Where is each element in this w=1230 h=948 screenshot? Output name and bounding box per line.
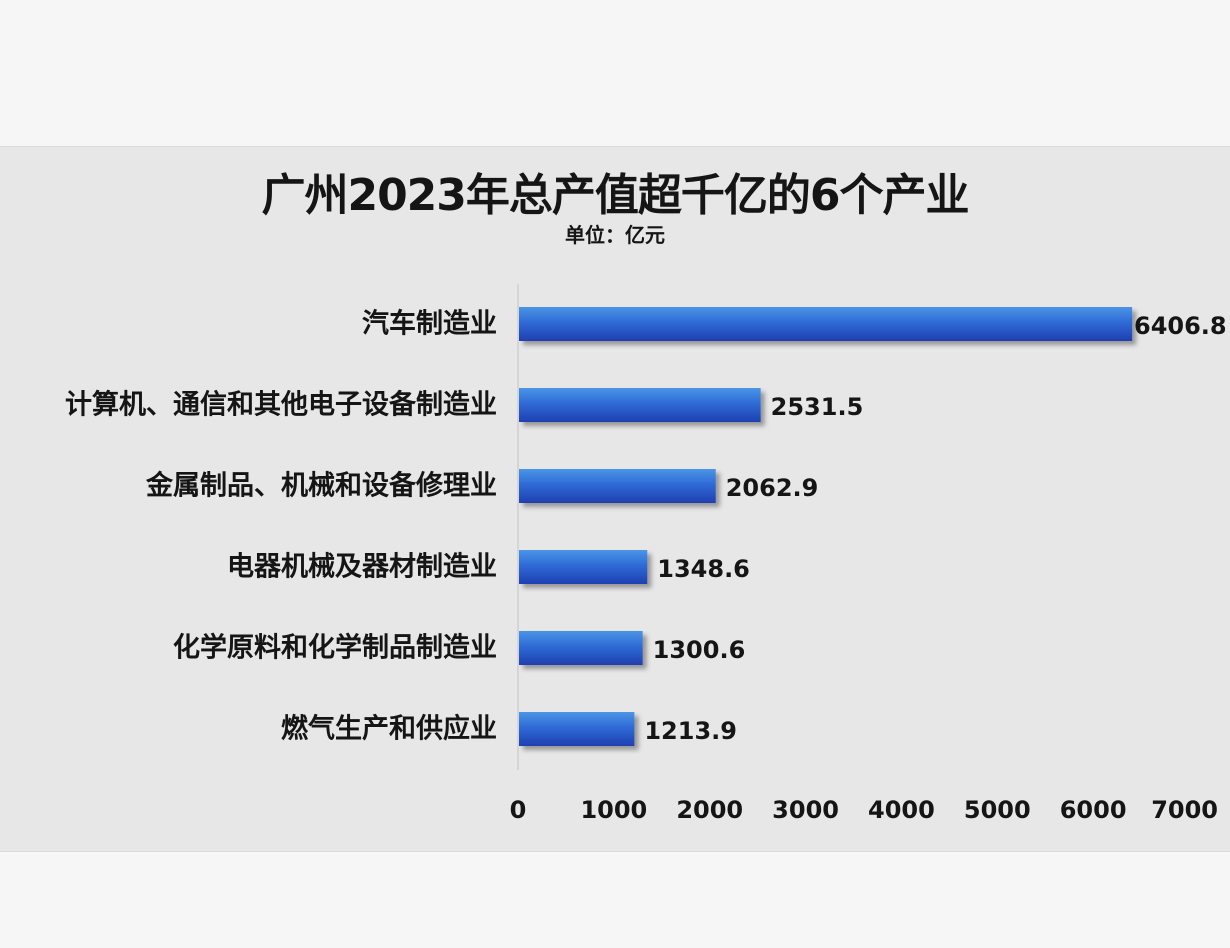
value-label: 1300.6 xyxy=(653,636,746,664)
value-label: 2531.5 xyxy=(771,393,864,421)
category-label: 计算机、通信和其他电子设备制造业 xyxy=(65,389,497,421)
x-tick-label: 0 xyxy=(510,796,527,824)
chart-subtitle: 单位：亿元 xyxy=(565,223,665,247)
chart-title: 广州2023年总产值超千亿的6个产业 xyxy=(261,170,969,221)
x-tick-label: 6000 xyxy=(1060,796,1127,824)
x-tick-label: 5000 xyxy=(964,796,1031,824)
value-label: 1213.9 xyxy=(644,717,737,745)
value-label: 2062.9 xyxy=(726,474,819,502)
category-label: 化学原料和化学制品制造业 xyxy=(173,632,497,664)
bar xyxy=(519,307,1133,341)
x-tick-label: 1000 xyxy=(580,796,647,824)
x-tick-label: 2000 xyxy=(676,796,743,824)
category-label: 汽车制造业 xyxy=(362,308,497,340)
bar xyxy=(519,712,635,746)
x-tick-label: 3000 xyxy=(772,796,839,824)
category-label: 燃气生产和供应业 xyxy=(281,713,497,745)
value-label: 1348.6 xyxy=(657,555,750,583)
value-label: 6406.8 xyxy=(1134,312,1227,340)
bar xyxy=(519,388,761,422)
bar xyxy=(519,631,643,665)
x-tick-label: 7000 xyxy=(1151,796,1218,824)
x-tick-label: 4000 xyxy=(868,796,935,824)
category-label: 金属制品、机械和设备修理业 xyxy=(145,470,497,502)
bar xyxy=(519,550,648,584)
bar xyxy=(519,469,716,503)
category-label: 电器机械及器材制造业 xyxy=(227,552,497,583)
